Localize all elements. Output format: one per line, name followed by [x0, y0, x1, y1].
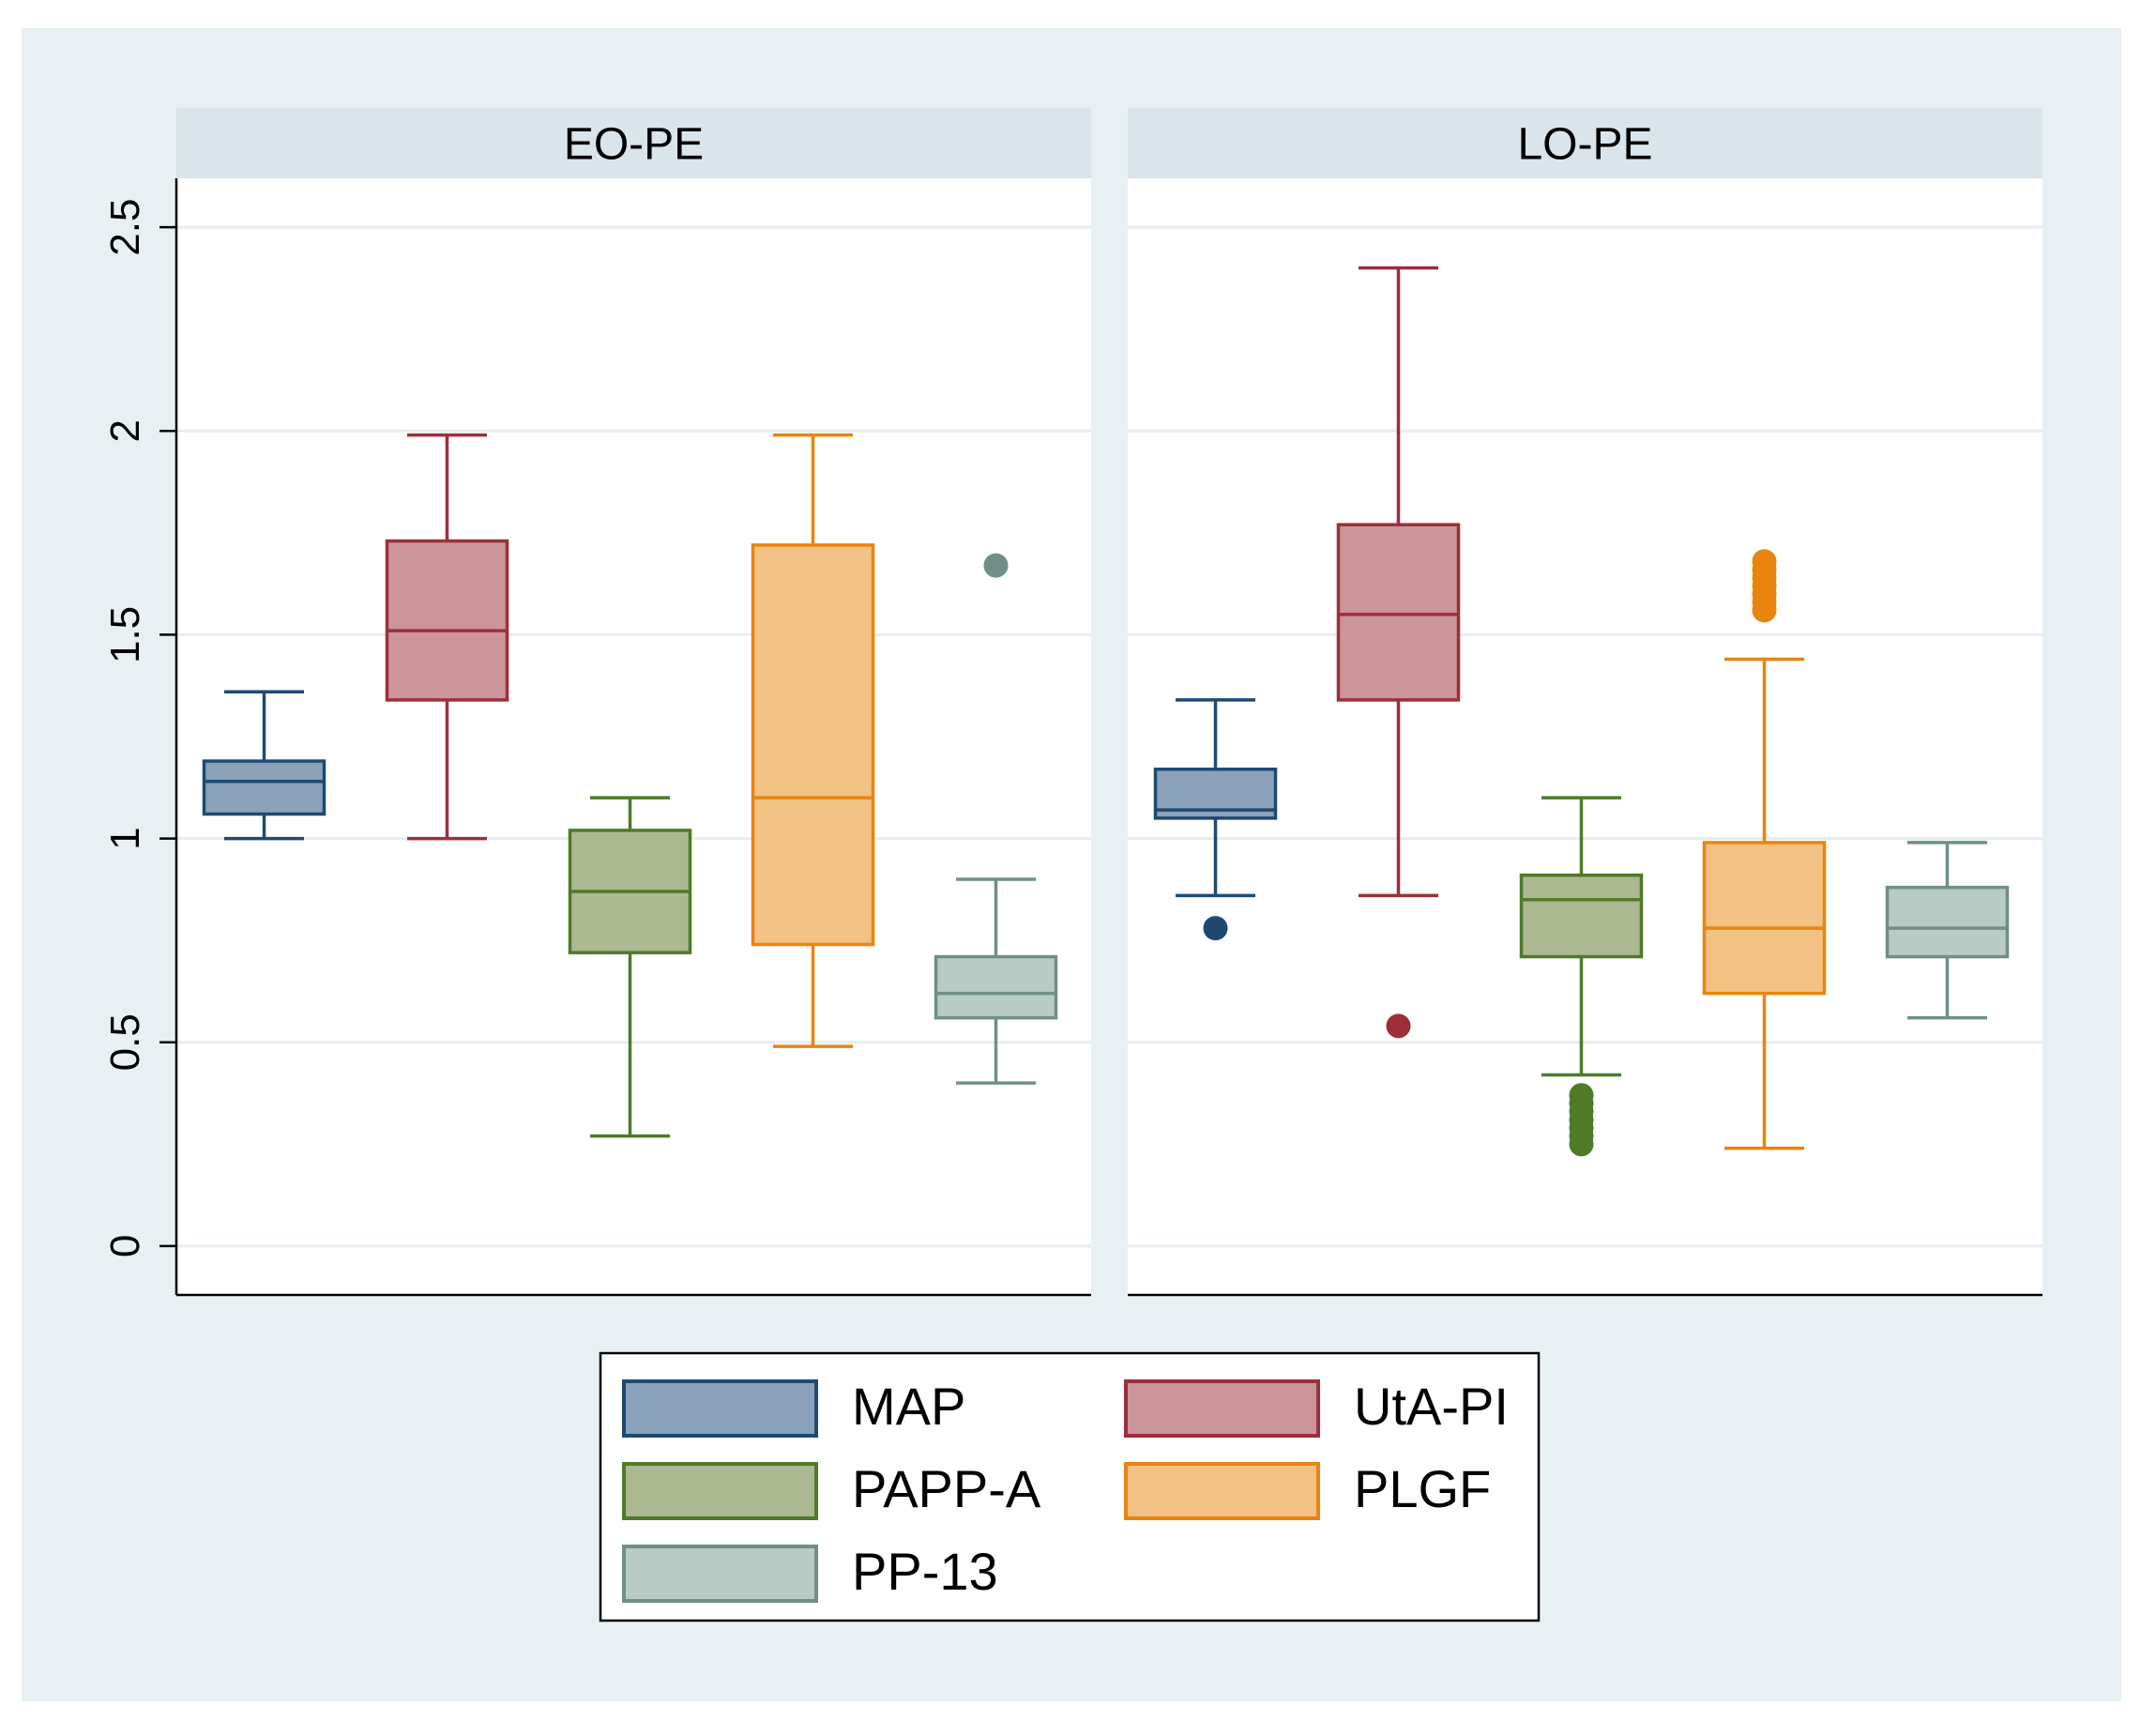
y-tick-label: 2.5: [102, 199, 148, 256]
iqr-box: [1885, 885, 2010, 959]
y-tick-label: 1.5: [102, 606, 148, 663]
iqr-box: [1336, 523, 1461, 702]
box-plgf: [1702, 549, 1827, 1150]
y-tick-label: 0.5: [102, 1013, 148, 1071]
panel-title: EO-PE: [564, 120, 704, 170]
iqr-box: [202, 759, 326, 816]
legend-swatch: [1124, 1462, 1320, 1520]
legend-swatch: [622, 1379, 818, 1438]
box-papp-a: [1519, 796, 1644, 1157]
iqr-box: [934, 954, 1058, 1020]
legend-item-plgf: PLGF: [1124, 1459, 1491, 1520]
box-papp-a: [568, 796, 692, 1138]
box-uta-pi: [385, 433, 509, 841]
legend-item-pp-13: PP-13: [622, 1542, 998, 1603]
plot-area: [176, 178, 1091, 1295]
panel-eo-pe: EO-PE: [176, 108, 1091, 1297]
outlier-point: [1752, 549, 1777, 574]
y-tick-label: 0: [102, 1235, 148, 1257]
legend-swatch: [622, 1462, 818, 1520]
legend-label: UtA-PI: [1354, 1377, 1509, 1436]
iqr-box: [1519, 873, 1644, 959]
box-map: [1153, 698, 1278, 941]
legend-item-papp-a: PAPP-A: [622, 1459, 1041, 1520]
panel-lo-pe: LO-PE: [1128, 108, 2042, 1297]
outlier-point: [1569, 1083, 1594, 1108]
legend-item-map: MAP: [622, 1377, 965, 1438]
box-pp-13: [934, 553, 1058, 1085]
iqr-box: [385, 539, 509, 702]
outlier-point: [1203, 916, 1228, 941]
outlier-point: [983, 553, 1009, 578]
legend-swatch: [1124, 1379, 1320, 1438]
legend-label: PLGF: [1354, 1459, 1491, 1518]
box-map: [202, 690, 326, 841]
legend-item-uta-pi: UtA-PI: [1124, 1377, 1509, 1438]
panel-strip: [1128, 108, 2042, 178]
box-plgf: [751, 433, 875, 1048]
y-tick-label: 1: [102, 827, 148, 849]
y-tick-label: 2: [102, 419, 148, 442]
legend-swatch: [622, 1545, 818, 1603]
iqr-box: [1702, 841, 1827, 996]
legend-label: MAP: [852, 1377, 965, 1436]
iqr-box: [751, 543, 875, 947]
legend-label: PP-13: [852, 1542, 998, 1601]
box-uta-pi: [1336, 266, 1461, 1039]
legend-label: PAPP-A: [852, 1459, 1041, 1518]
box-pp-13: [1885, 841, 2010, 1020]
panel-strip: [176, 108, 1091, 178]
panel-title: LO-PE: [1517, 120, 1652, 170]
outlier-point: [1386, 1013, 1411, 1039]
